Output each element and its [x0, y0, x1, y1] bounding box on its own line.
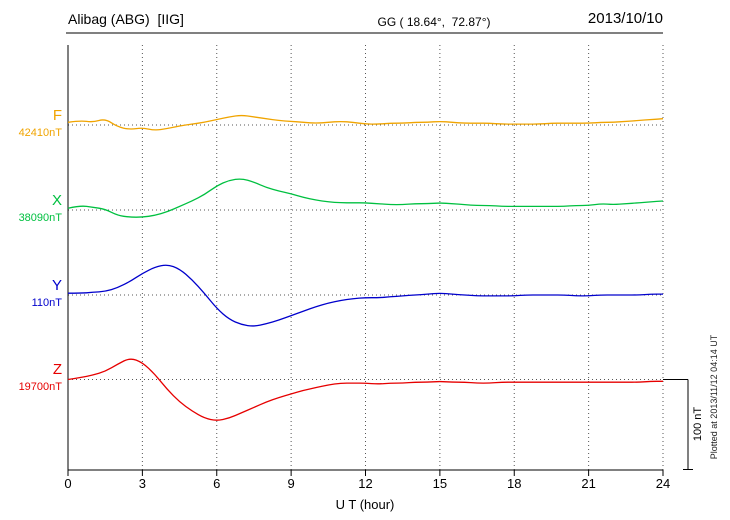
x-tick-label: 12: [358, 476, 373, 491]
x-tick-label: 9: [287, 476, 295, 491]
series-baseline-f: 42410nT: [18, 127, 62, 139]
trace-z: [67, 358, 663, 421]
x-tick-label: 15: [432, 476, 448, 491]
x-tick-label: 18: [507, 476, 522, 491]
x-tick-label: 21: [581, 476, 596, 491]
series-baseline-x: 38090nT: [18, 212, 62, 224]
series-label-f: F: [52, 107, 62, 124]
x-tick-label: 24: [655, 476, 671, 491]
geographic-coordinates: GG ( 18.64°, 72.87°): [377, 15, 491, 29]
trace-y: [67, 264, 663, 327]
station-title: Alibag (ABG) [IIG]: [68, 11, 184, 27]
trace-x: [67, 178, 664, 218]
series-baseline-z: 19700nT: [18, 381, 62, 393]
x-tick-label: 3: [138, 476, 146, 491]
trace-f: [67, 114, 664, 131]
series-label-x: X: [51, 192, 62, 209]
series-baseline-y: 110nT: [31, 297, 62, 309]
series-label-y: Y: [51, 277, 62, 294]
x-tick-label: 6: [213, 476, 221, 491]
x-axis-label: U T (hour): [335, 497, 395, 512]
scale-bar-label: 100 nT: [692, 406, 704, 442]
plot-date: 2013/10/10: [587, 10, 663, 27]
x-tick-label: 0: [64, 476, 72, 491]
plotted-at-stamp: Plotted at 2013/11/12 04:14 UT: [709, 334, 719, 460]
series-label-z: Z: [52, 361, 62, 378]
